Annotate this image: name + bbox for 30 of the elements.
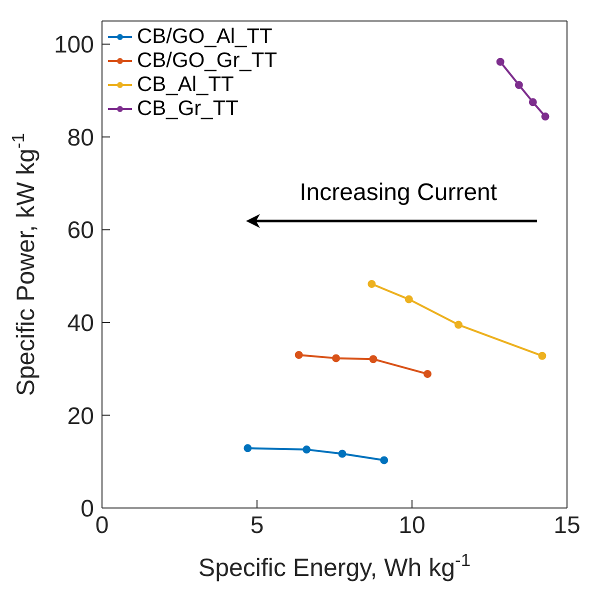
legend-label: CB_Gr_TT — [137, 97, 239, 121]
legend-label: CB_Al_TT — [137, 73, 234, 97]
point — [496, 58, 504, 66]
x-tick-label: 10 — [398, 512, 426, 540]
point — [424, 370, 432, 378]
point — [514, 81, 523, 90]
y-tick-label: 60 — [67, 217, 94, 244]
point — [454, 320, 462, 329]
x-tick-label: 15 — [554, 512, 580, 540]
annotation: Increasing Current — [300, 179, 498, 208]
point — [338, 450, 346, 458]
point — [404, 295, 413, 304]
point — [528, 98, 537, 106]
point — [294, 350, 303, 359]
point — [244, 444, 252, 452]
point — [380, 456, 388, 464]
x-tick-label: 5 — [250, 512, 264, 540]
y-tick-label: 40 — [67, 310, 94, 337]
point — [538, 352, 546, 360]
legend-label: CB/GO_Gr_TT — [137, 49, 278, 73]
y-tick-label: 20 — [67, 402, 94, 430]
point — [302, 446, 311, 454]
point — [369, 355, 378, 364]
y-tick-label: 80 — [67, 124, 94, 152]
point — [332, 354, 340, 362]
point — [541, 112, 550, 121]
point — [368, 280, 376, 288]
x-axis-title: Specific Energy, Wh kg$^{-1}$ — [198, 550, 471, 582]
y-tick-label: 100 — [54, 32, 94, 59]
legend-label: CB/GO_Al_TT — [137, 25, 272, 49]
